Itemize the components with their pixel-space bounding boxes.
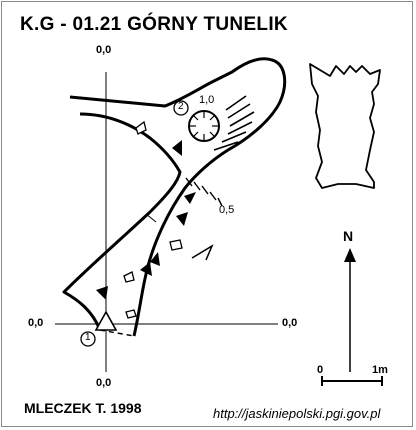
debris-filled: [96, 140, 196, 300]
grid-label-right: 0,0: [282, 317, 298, 329]
depth-label-2: 0,5: [219, 204, 235, 216]
station-1-number-circle: [80, 331, 96, 347]
scale-start-label: 0: [317, 364, 324, 376]
station-2-number-circle: [173, 100, 189, 116]
station-2-ticks: [189, 111, 219, 141]
station-1-number: 1: [85, 332, 91, 343]
cave-title: K.G - 01.21 GÓRNY TUNELIK: [20, 14, 288, 35]
cave-passage-outline: [62, 57, 287, 337]
grid-label-top: 0,0: [96, 44, 112, 56]
station-2-number: 2: [178, 101, 184, 112]
north-label: N: [343, 228, 354, 244]
slope-arrow: [191, 244, 214, 261]
depth-label-1: 1,0: [199, 94, 215, 106]
author-credit: MLECZEK T. 1998: [24, 400, 142, 416]
entrance-dashed-line: [99, 329, 135, 337]
cross-section-profile: [309, 63, 381, 189]
scale-bar: [321, 376, 383, 386]
debris-open: [123, 120, 183, 319]
wall-tick: [145, 213, 157, 223]
grid-label-left: 0,0: [28, 317, 44, 329]
slope-ticks: [185, 177, 223, 207]
step-hatching: [213, 95, 255, 151]
scale-end-label: 1m: [372, 364, 388, 376]
source-url: http://jaskiniepolski.pgi.gov.pl: [213, 406, 381, 421]
station-1-triangle: [94, 310, 118, 331]
north-arrow-head: [344, 248, 356, 262]
grid-label-bottom: 0,0: [96, 377, 112, 389]
